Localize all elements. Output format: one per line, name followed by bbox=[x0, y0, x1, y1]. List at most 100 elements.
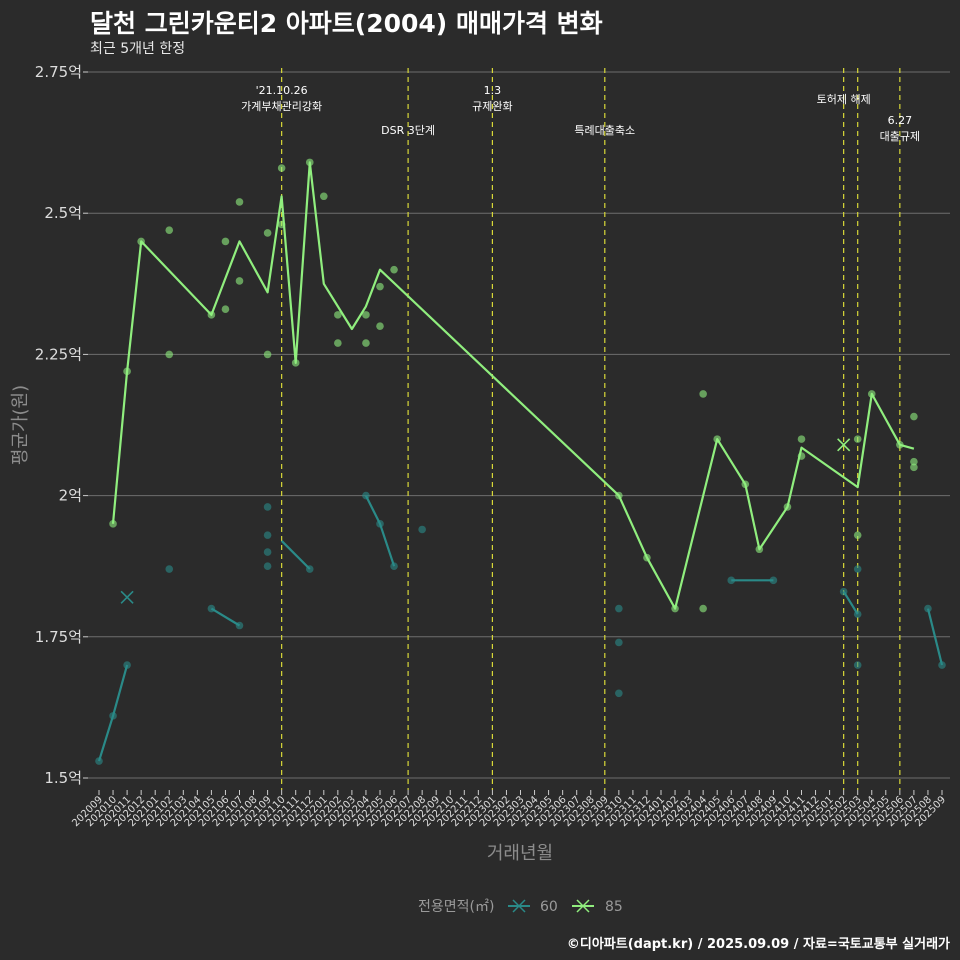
data-point-85 bbox=[165, 226, 174, 234]
data-point-60 bbox=[853, 565, 862, 573]
footer-credit: ©디아파트(dapt.kr) / 2025.09.09 / 자료=국토교통부 실… bbox=[566, 937, 950, 952]
data-point-85 bbox=[910, 457, 918, 466]
data-point-60 bbox=[615, 638, 623, 647]
data-point-60 bbox=[418, 525, 426, 534]
data-point-85 bbox=[699, 390, 707, 398]
data-point-85 bbox=[320, 192, 328, 201]
chart-title: 달천 그린카운티2 아파트(2004) 매매가격 변화 bbox=[90, 9, 603, 38]
data-point-85 bbox=[165, 350, 174, 359]
policy-label: 특례대출축소 bbox=[574, 124, 635, 137]
data-point-85 bbox=[235, 277, 244, 285]
data-point-85 bbox=[783, 503, 792, 511]
data-point-60 bbox=[839, 587, 848, 596]
data-point-85 bbox=[137, 237, 145, 246]
legend: 전용면적(㎡) 60 85 bbox=[418, 899, 623, 915]
data-point-60 bbox=[95, 757, 103, 765]
data-point-60 bbox=[263, 548, 272, 556]
legend-title: 전용면적(㎡) bbox=[418, 899, 494, 915]
data-point-60 bbox=[207, 604, 216, 613]
cancelled-deal-60-icon bbox=[120, 590, 134, 604]
data-point-60 bbox=[615, 604, 623, 613]
policy-label: 6.27 bbox=[888, 114, 913, 127]
data-point-85 bbox=[797, 452, 806, 460]
series-line-60 bbox=[210, 607, 241, 627]
data-point-85 bbox=[277, 164, 286, 172]
grid-lines bbox=[88, 71, 950, 779]
series-line-60 bbox=[926, 608, 944, 666]
data-point-85 bbox=[853, 531, 862, 539]
data-point-60 bbox=[362, 491, 370, 500]
data-point-60 bbox=[263, 562, 272, 570]
legend-item-60: 60 bbox=[508, 899, 558, 915]
series-line-60 bbox=[364, 495, 396, 567]
policy-label: 가계부채관리강화 bbox=[241, 100, 322, 113]
policy-label: 규제완화 bbox=[472, 100, 512, 113]
data-point-85 bbox=[291, 359, 300, 367]
data-point-60 bbox=[376, 520, 384, 528]
data-point-85 bbox=[123, 367, 131, 376]
data-point-60 bbox=[390, 562, 398, 570]
data-point-60 bbox=[727, 576, 736, 585]
data-point-85 bbox=[305, 158, 314, 167]
data-point-85 bbox=[376, 322, 384, 330]
y-tick-label: 2.5억 bbox=[44, 204, 82, 222]
data-point-85 bbox=[643, 553, 651, 562]
policy-label: 대출규제 bbox=[880, 130, 920, 143]
data-point-60 bbox=[853, 661, 862, 669]
data-point-85 bbox=[263, 229, 272, 237]
chart-subtitle: 최근 5개년 한정 bbox=[90, 41, 186, 57]
series-line-60 bbox=[842, 591, 859, 615]
data-point-85 bbox=[910, 463, 918, 472]
policy-label: '21.10.26 bbox=[256, 84, 308, 97]
legend-cross-60-icon bbox=[512, 899, 526, 913]
data-point-60 bbox=[263, 503, 272, 511]
data-point-85 bbox=[263, 350, 272, 359]
data-point-85 bbox=[671, 604, 679, 613]
data-point-85 bbox=[910, 412, 918, 421]
series-line-60 bbox=[280, 540, 311, 570]
policy-label: 1.3 bbox=[484, 84, 502, 97]
legend-label-85: 85 bbox=[605, 899, 623, 915]
x-axis-title: 거래년월 bbox=[487, 843, 553, 864]
data-point-85 bbox=[334, 311, 342, 319]
data-point-85 bbox=[334, 339, 342, 347]
policy-label: 토허제 해제 bbox=[817, 92, 871, 106]
data-point-60 bbox=[165, 565, 174, 573]
data-point-85 bbox=[390, 265, 398, 274]
y-tick-label: 1.5억 bbox=[44, 769, 82, 787]
legend-label-60: 60 bbox=[540, 899, 558, 915]
data-point-85 bbox=[362, 339, 370, 347]
policy-lines bbox=[281, 68, 901, 790]
data-point-60 bbox=[263, 531, 272, 539]
data-point-60 bbox=[924, 604, 932, 613]
y-axis: 1.5억 1.75억 2억 2.25억 2.5억 2.75억 bbox=[35, 63, 88, 787]
data-point-85 bbox=[221, 305, 230, 314]
data-point-85 bbox=[755, 545, 764, 554]
data-point-85 bbox=[896, 440, 904, 449]
x-axis: 2020092020102020112020122021012021022021… bbox=[70, 790, 948, 829]
data-point-85 bbox=[713, 435, 721, 443]
series-points bbox=[95, 158, 946, 765]
legend-cross-85-icon bbox=[576, 899, 590, 913]
data-point-60 bbox=[853, 610, 862, 619]
series-line-85 bbox=[111, 161, 915, 610]
data-point-60 bbox=[109, 712, 117, 720]
y-axis-title: 평균가(원) bbox=[10, 385, 31, 465]
data-point-60 bbox=[615, 689, 623, 698]
data-point-60 bbox=[305, 565, 314, 573]
data-point-85 bbox=[797, 435, 806, 443]
data-point-60 bbox=[769, 576, 778, 585]
cancelled-deal-85-icon bbox=[837, 438, 851, 452]
data-point-85 bbox=[867, 390, 876, 398]
data-point-85 bbox=[207, 311, 216, 319]
y-tick-label: 2.75억 bbox=[35, 63, 82, 81]
y-tick-label: 2.25억 bbox=[35, 345, 82, 363]
data-point-85 bbox=[109, 520, 117, 528]
data-point-85 bbox=[221, 237, 230, 246]
legend-item-85: 85 bbox=[572, 899, 623, 915]
data-point-85 bbox=[235, 198, 244, 206]
data-point-85 bbox=[362, 311, 370, 319]
policy-label: DSR 3단계 bbox=[381, 124, 435, 137]
